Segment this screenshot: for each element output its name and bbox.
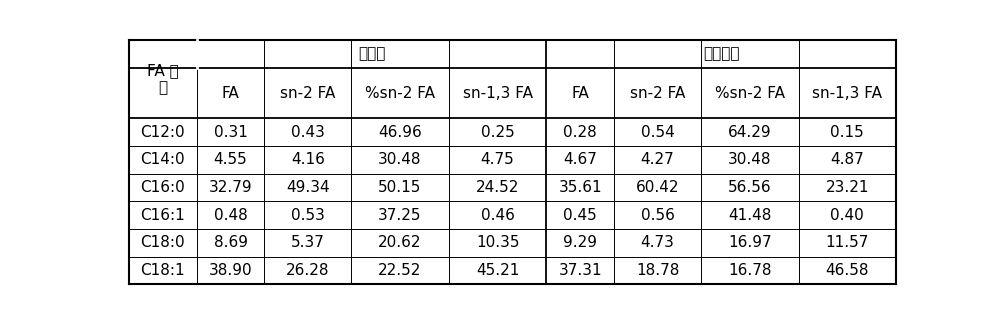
Text: 56.56: 56.56 [728, 180, 772, 195]
Text: 46.58: 46.58 [826, 263, 869, 278]
Text: 35.61: 35.61 [558, 180, 602, 195]
Text: 16.78: 16.78 [728, 263, 772, 278]
Text: C16:1: C16:1 [140, 208, 185, 223]
Text: 18.78: 18.78 [636, 263, 679, 278]
Text: FA: FA [222, 86, 239, 100]
Text: 37.25: 37.25 [378, 208, 422, 223]
Text: 20.62: 20.62 [378, 235, 422, 250]
Text: 22.52: 22.52 [378, 263, 422, 278]
Text: 60.42: 60.42 [636, 180, 679, 195]
Text: 32.79: 32.79 [209, 180, 252, 195]
Text: 23.21: 23.21 [826, 180, 869, 195]
Text: 0.56: 0.56 [641, 208, 675, 223]
Text: 9.29: 9.29 [563, 235, 597, 250]
Text: C18:0: C18:0 [140, 235, 185, 250]
Text: 4.16: 4.16 [291, 152, 325, 167]
Text: C14:0: C14:0 [140, 152, 185, 167]
Text: 0.28: 0.28 [563, 125, 597, 140]
Text: %sn-2 FA: %sn-2 FA [715, 86, 785, 100]
Text: 分提固脂: 分提固脂 [703, 46, 740, 61]
Text: 41.48: 41.48 [728, 208, 771, 223]
Text: 鲮鱼油: 鲮鱼油 [358, 46, 385, 61]
Text: 0.15: 0.15 [830, 125, 864, 140]
Text: 4.73: 4.73 [641, 235, 675, 250]
Text: sn-1,3 FA: sn-1,3 FA [812, 86, 882, 100]
Text: sn-2 FA: sn-2 FA [630, 86, 685, 100]
Text: C16:0: C16:0 [140, 180, 185, 195]
Text: 50.15: 50.15 [378, 180, 422, 195]
Text: 4.87: 4.87 [830, 152, 864, 167]
Text: 46.96: 46.96 [378, 125, 422, 140]
Text: 30.48: 30.48 [378, 152, 422, 167]
Text: 45.21: 45.21 [476, 263, 519, 278]
Text: 0.43: 0.43 [291, 125, 325, 140]
Text: C18:1: C18:1 [140, 263, 185, 278]
Text: 16.97: 16.97 [728, 235, 772, 250]
Text: 4.27: 4.27 [641, 152, 674, 167]
Text: 11.57: 11.57 [826, 235, 869, 250]
Text: 64.29: 64.29 [728, 125, 772, 140]
Text: 10.35: 10.35 [476, 235, 519, 250]
Text: 0.53: 0.53 [291, 208, 325, 223]
Text: %sn-2 FA: %sn-2 FA [365, 86, 435, 100]
Text: 4.75: 4.75 [481, 152, 514, 167]
Text: 0.48: 0.48 [214, 208, 247, 223]
Text: 26.28: 26.28 [286, 263, 330, 278]
Text: FA 种
类: FA 种 类 [147, 63, 179, 95]
Text: 0.31: 0.31 [214, 125, 248, 140]
Text: 0.45: 0.45 [563, 208, 597, 223]
Text: 4.67: 4.67 [563, 152, 597, 167]
Text: FA: FA [571, 86, 589, 100]
Text: 38.90: 38.90 [209, 263, 252, 278]
Text: sn-1,3 FA: sn-1,3 FA [463, 86, 533, 100]
Text: 49.34: 49.34 [286, 180, 330, 195]
Text: sn-2 FA: sn-2 FA [280, 86, 336, 100]
Text: 30.48: 30.48 [728, 152, 772, 167]
Text: 4.55: 4.55 [214, 152, 247, 167]
Text: 5.37: 5.37 [291, 235, 325, 250]
Text: 0.40: 0.40 [830, 208, 864, 223]
Text: 24.52: 24.52 [476, 180, 519, 195]
Text: 0.25: 0.25 [481, 125, 514, 140]
Text: 37.31: 37.31 [558, 263, 602, 278]
Text: 0.54: 0.54 [641, 125, 674, 140]
Text: 8.69: 8.69 [214, 235, 248, 250]
Text: 0.46: 0.46 [481, 208, 515, 223]
Text: C12:0: C12:0 [140, 125, 185, 140]
